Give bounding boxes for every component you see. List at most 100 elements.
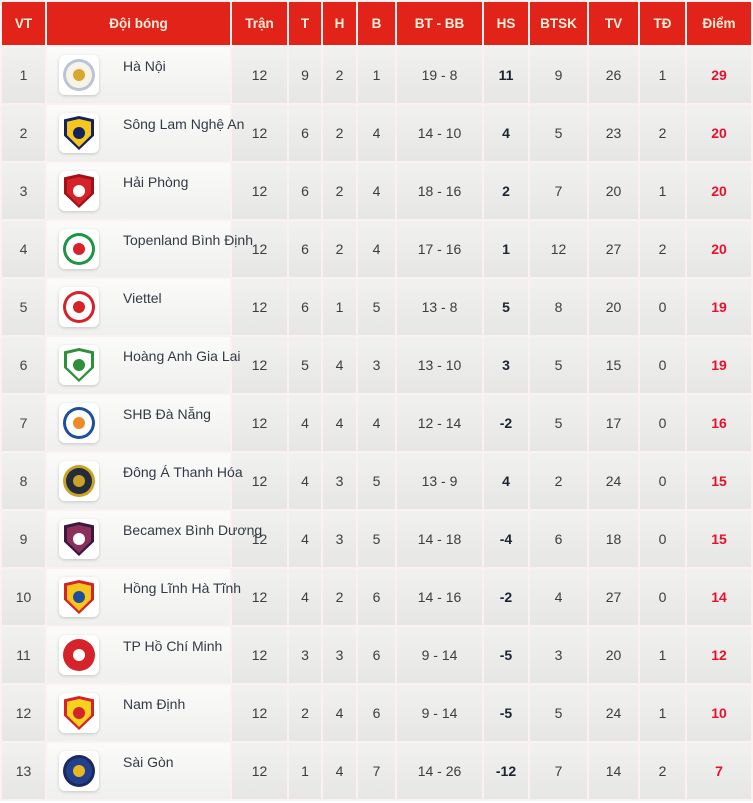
team-name[interactable]: Viettel (123, 290, 162, 306)
red-cards-cell: 0 (640, 279, 685, 335)
team-cell[interactable]: SHB Đà Nẵng (47, 395, 230, 451)
team-cell[interactable]: Hà Nội (47, 47, 230, 103)
goal-difference-cell: 4 (484, 105, 528, 161)
btsk-cell: 2 (530, 453, 587, 509)
table-row[interactable]: 10 Hồng Lĩnh Hà Tĩnh 12 4 2 6 14 - 16 -2… (2, 569, 751, 625)
team-logo (59, 577, 99, 617)
red-cards-cell: 1 (640, 47, 685, 103)
goal-difference-cell: -4 (484, 511, 528, 567)
team-name[interactable]: Hoàng Anh Gia Lai (123, 348, 241, 364)
team-name[interactable]: Nam Định (123, 696, 186, 712)
team-name[interactable]: Đông Á Thanh Hóa (123, 464, 243, 480)
team-name[interactable]: SHB Đà Nẵng (123, 406, 211, 422)
wins-cell: 4 (289, 511, 321, 567)
team-cell[interactable]: TP Hồ Chí Minh (47, 627, 230, 683)
wins-cell: 9 (289, 47, 321, 103)
yellow-cards-cell: 23 (589, 105, 638, 161)
table-row[interactable]: 5 Viettel 12 6 1 5 13 - 8 5 8 20 0 19 (2, 279, 751, 335)
wins-cell: 2 (289, 685, 321, 741)
table-row[interactable]: 3 Hải Phòng 12 6 2 4 18 - 16 2 7 20 1 20 (2, 163, 751, 219)
points-cell: 15 (687, 453, 751, 509)
table-row[interactable]: 12 Nam Định 12 2 4 6 9 - 14 -5 5 24 1 10 (2, 685, 751, 741)
team-logo-center (73, 649, 85, 661)
matches-cell: 12 (232, 337, 287, 393)
btsk-cell: 6 (530, 511, 587, 567)
wins-cell: 6 (289, 279, 321, 335)
red-cards-cell: 0 (640, 569, 685, 625)
team-cell[interactable]: Nam Định (47, 685, 230, 741)
points-cell: 10 (687, 685, 751, 741)
yellow-cards-cell: 26 (589, 47, 638, 103)
position-cell: 3 (2, 163, 45, 219)
losses-cell: 4 (358, 163, 395, 219)
losses-cell: 5 (358, 511, 395, 567)
team-cell[interactable]: Hồng Lĩnh Hà Tĩnh (47, 569, 241, 625)
wins-cell: 5 (289, 337, 321, 393)
team-name[interactable]: Hải Phòng (123, 174, 189, 190)
table-row[interactable]: 4 Topenland Bình Định 12 6 2 4 17 - 16 1… (2, 221, 751, 277)
losses-cell: 6 (358, 569, 395, 625)
goals-cell: 19 - 8 (397, 47, 482, 103)
matches-cell: 12 (232, 395, 287, 451)
header-draws: H (323, 2, 356, 45)
losses-cell: 5 (358, 279, 395, 335)
btsk-cell: 7 (530, 743, 587, 799)
team-cell[interactable]: Hải Phòng (47, 163, 230, 219)
team-cell[interactable]: Topenland Bình Định (47, 221, 253, 277)
team-logo-shape (63, 465, 95, 497)
red-cards-cell: 2 (640, 743, 685, 799)
wins-cell: 6 (289, 105, 321, 161)
header-goals-for-against: BT - BB (397, 2, 482, 45)
goal-difference-cell: 11 (484, 47, 528, 103)
header-btsk: BTSK (530, 2, 587, 45)
draws-cell: 4 (323, 395, 356, 451)
team-cell[interactable]: Hoàng Anh Gia Lai (47, 337, 241, 393)
team-logo-center (73, 243, 85, 255)
table-row[interactable]: 6 Hoàng Anh Gia Lai 12 5 4 3 13 - 10 3 5… (2, 337, 751, 393)
team-cell[interactable]: Sông Lam Nghệ An (47, 105, 244, 161)
team-name[interactable]: Sài Gòn (123, 754, 174, 770)
team-logo (59, 113, 99, 153)
team-name[interactable]: Hà Nội (123, 58, 166, 74)
table-row[interactable]: 13 Sài Gòn 12 1 4 7 14 - 26 -12 7 14 2 7 (2, 743, 751, 799)
team-name[interactable]: Hồng Lĩnh Hà Tĩnh (123, 580, 242, 596)
team-name[interactable]: Topenland Bình Định (123, 232, 253, 248)
red-cards-cell: 2 (640, 105, 685, 161)
goal-difference-cell: -2 (484, 569, 528, 625)
red-cards-cell: 0 (640, 395, 685, 451)
matches-cell: 12 (232, 105, 287, 161)
team-cell[interactable]: Becamex Bình Dương (47, 511, 262, 567)
losses-cell: 4 (358, 105, 395, 161)
losses-cell: 4 (358, 221, 395, 277)
team-logo-shape (63, 59, 95, 91)
table-row[interactable]: 8 Đông Á Thanh Hóa 12 4 3 5 13 - 9 4 2 2… (2, 453, 751, 509)
table-row[interactable]: 7 SHB Đà Nẵng 12 4 4 4 12 - 14 -2 5 17 0… (2, 395, 751, 451)
btsk-cell: 12 (530, 221, 587, 277)
team-logo-center (73, 69, 85, 81)
table-row[interactable]: 2 Sông Lam Nghệ An 12 6 2 4 14 - 10 4 5 … (2, 105, 751, 161)
table-row[interactable]: 9 Becamex Bình Dương 12 4 3 5 14 - 18 -4… (2, 511, 751, 567)
table-row[interactable]: 11 TP Hồ Chí Minh 12 3 3 6 9 - 14 -5 3 2… (2, 627, 751, 683)
standings-body: 1 Hà Nội 12 9 2 1 19 - 8 11 9 26 1 29 2 (2, 47, 751, 799)
team-name[interactable]: Becamex Bình Dương (123, 522, 263, 538)
team-logo-shape (63, 407, 95, 439)
team-logo (59, 693, 99, 733)
team-name[interactable]: Sông Lam Nghệ An (123, 116, 245, 132)
goals-cell: 12 - 14 (397, 395, 482, 451)
team-name[interactable]: TP Hồ Chí Minh (123, 638, 223, 654)
team-logo-center (73, 127, 85, 139)
position-cell: 10 (2, 569, 45, 625)
team-cell[interactable]: Sài Gòn (47, 743, 230, 799)
team-cell[interactable]: Viettel (47, 279, 230, 335)
draws-cell: 4 (323, 337, 356, 393)
team-cell[interactable]: Đông Á Thanh Hóa (47, 453, 243, 509)
goal-difference-cell: -12 (484, 743, 528, 799)
position-cell: 11 (2, 627, 45, 683)
matches-cell: 12 (232, 279, 287, 335)
goals-cell: 14 - 18 (397, 511, 482, 567)
table-row[interactable]: 1 Hà Nội 12 9 2 1 19 - 8 11 9 26 1 29 (2, 47, 751, 103)
team-logo-center (73, 765, 85, 777)
red-cards-cell: 1 (640, 163, 685, 219)
yellow-cards-cell: 20 (589, 279, 638, 335)
matches-cell: 12 (232, 569, 287, 625)
